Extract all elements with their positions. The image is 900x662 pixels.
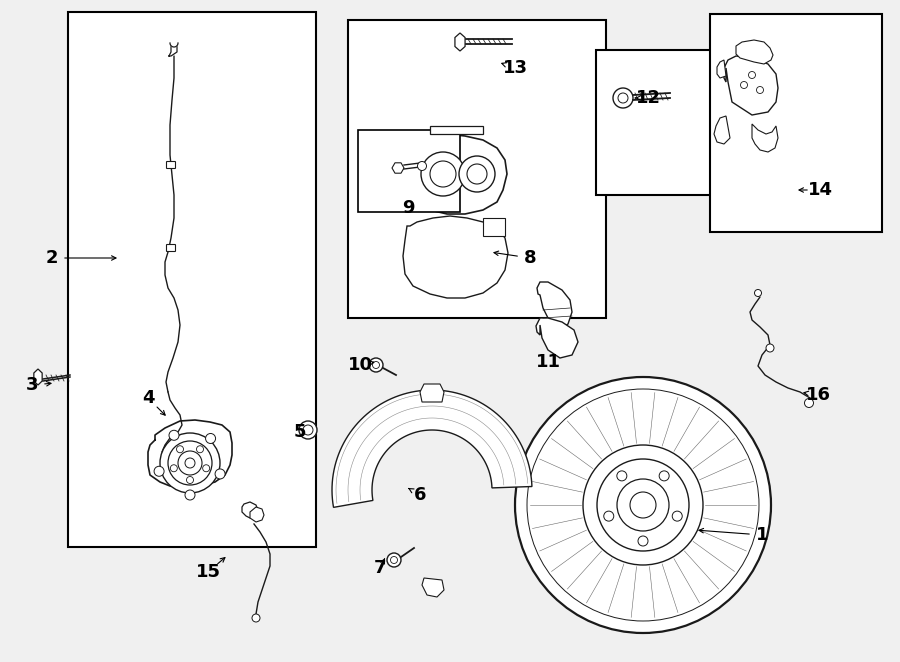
Text: 3: 3 xyxy=(26,376,38,394)
Text: 4: 4 xyxy=(142,389,154,407)
Text: 15: 15 xyxy=(195,563,220,581)
Circle shape xyxy=(616,471,626,481)
Circle shape xyxy=(185,490,195,500)
Circle shape xyxy=(754,289,761,297)
Circle shape xyxy=(659,471,670,481)
Circle shape xyxy=(515,377,771,633)
Circle shape xyxy=(369,358,383,372)
Polygon shape xyxy=(392,163,404,173)
Circle shape xyxy=(418,162,427,171)
Circle shape xyxy=(749,71,755,79)
Text: 9: 9 xyxy=(401,199,414,217)
Text: 8: 8 xyxy=(524,249,536,267)
Circle shape xyxy=(252,614,260,622)
Polygon shape xyxy=(717,60,726,78)
Circle shape xyxy=(168,441,212,485)
Circle shape xyxy=(373,361,380,369)
Polygon shape xyxy=(714,116,730,144)
Circle shape xyxy=(617,479,669,531)
Bar xyxy=(358,130,460,212)
Circle shape xyxy=(154,466,164,476)
Bar xyxy=(68,12,316,547)
Polygon shape xyxy=(169,46,177,56)
Polygon shape xyxy=(537,282,572,328)
Circle shape xyxy=(766,344,774,352)
Polygon shape xyxy=(242,502,258,518)
Text: 1: 1 xyxy=(756,526,769,544)
Bar xyxy=(348,20,606,318)
Text: 13: 13 xyxy=(502,59,527,77)
Circle shape xyxy=(630,492,656,518)
Circle shape xyxy=(597,459,689,551)
Circle shape xyxy=(421,152,465,196)
Text: 11: 11 xyxy=(536,353,561,371)
Text: 7: 7 xyxy=(374,559,386,577)
Bar xyxy=(710,14,882,232)
Polygon shape xyxy=(736,40,773,64)
Circle shape xyxy=(604,511,614,521)
Circle shape xyxy=(160,433,220,493)
Circle shape xyxy=(205,434,216,444)
Circle shape xyxy=(583,445,703,565)
Circle shape xyxy=(618,93,628,103)
Polygon shape xyxy=(148,420,232,488)
Text: 12: 12 xyxy=(635,89,661,107)
Circle shape xyxy=(391,557,398,563)
Circle shape xyxy=(185,458,195,468)
Circle shape xyxy=(215,469,225,479)
Polygon shape xyxy=(420,384,444,402)
Bar xyxy=(483,218,505,236)
Circle shape xyxy=(202,465,210,472)
Polygon shape xyxy=(752,124,778,152)
Text: 2: 2 xyxy=(46,249,58,267)
Circle shape xyxy=(299,421,317,439)
Polygon shape xyxy=(403,216,508,298)
Polygon shape xyxy=(332,390,532,507)
Polygon shape xyxy=(430,126,483,134)
Polygon shape xyxy=(724,56,778,115)
Circle shape xyxy=(757,87,763,93)
Circle shape xyxy=(459,156,495,192)
Circle shape xyxy=(741,81,748,89)
Polygon shape xyxy=(170,43,178,47)
Circle shape xyxy=(387,553,401,567)
Polygon shape xyxy=(250,507,264,522)
Circle shape xyxy=(176,446,184,453)
Circle shape xyxy=(430,161,456,187)
Circle shape xyxy=(196,446,203,453)
Circle shape xyxy=(178,451,202,475)
Circle shape xyxy=(613,88,633,108)
FancyBboxPatch shape xyxy=(166,162,176,169)
Text: 16: 16 xyxy=(806,386,831,404)
Circle shape xyxy=(527,389,759,621)
Circle shape xyxy=(467,164,487,184)
Polygon shape xyxy=(454,33,465,51)
Polygon shape xyxy=(407,134,507,214)
Text: 14: 14 xyxy=(807,181,833,199)
Text: 5: 5 xyxy=(293,423,306,441)
FancyBboxPatch shape xyxy=(166,244,176,252)
Bar xyxy=(596,50,758,195)
Circle shape xyxy=(169,430,179,440)
Polygon shape xyxy=(536,318,578,358)
Circle shape xyxy=(638,536,648,546)
Text: 6: 6 xyxy=(414,486,427,504)
Circle shape xyxy=(303,425,313,435)
Text: 10: 10 xyxy=(347,356,373,374)
Polygon shape xyxy=(422,578,444,597)
Circle shape xyxy=(186,477,194,483)
Polygon shape xyxy=(34,369,42,385)
Circle shape xyxy=(170,465,177,472)
Circle shape xyxy=(672,511,682,521)
Circle shape xyxy=(805,399,814,408)
